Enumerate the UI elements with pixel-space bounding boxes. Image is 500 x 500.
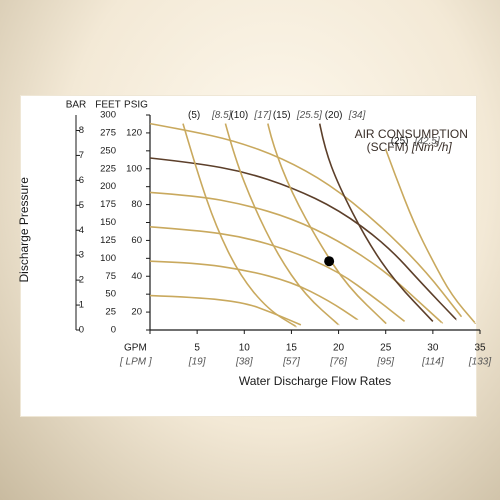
svg-text:40: 40 [131, 271, 142, 282]
svg-text:100: 100 [126, 163, 142, 174]
air-curve-label-nm: [17] [253, 110, 271, 121]
svg-text:[114]: [114] [421, 357, 444, 368]
pressure-curve-20 [150, 296, 301, 325]
air-curve-label-scfm: (25) [391, 136, 409, 147]
svg-text:125: 125 [100, 235, 116, 246]
air-curve-(10) [225, 124, 338, 325]
pressure-curve-60 [150, 227, 405, 322]
operating-point-marker [324, 256, 334, 266]
x-header-gpm: GPM [124, 343, 147, 354]
svg-text:[95]: [95] [376, 357, 394, 368]
air-curve-label-scfm: (10) [230, 110, 248, 121]
svg-text:50: 50 [105, 289, 116, 300]
svg-text:35: 35 [474, 343, 486, 354]
svg-text:150: 150 [100, 217, 116, 228]
svg-text:175: 175 [100, 199, 116, 210]
y-header-feet: FEET [95, 100, 121, 111]
svg-text:250: 250 [100, 145, 116, 156]
svg-text:300: 300 [100, 110, 116, 121]
pressure-curve-40 [150, 261, 357, 319]
svg-text:25: 25 [380, 343, 392, 354]
y-header-psig: PSIG [124, 100, 148, 111]
chart-svg: 0 25 20 50 75 40 100 125 60 150 175 80 200 225 100 250 2… [0, 0, 500, 500]
air-curve-(5) [183, 124, 296, 327]
svg-text:200: 200 [100, 181, 116, 192]
air-curve-label-nm: [34] [348, 110, 366, 121]
y-axis-title: Discharge Pressure [17, 177, 31, 283]
svg-text:0: 0 [111, 325, 116, 336]
page-background: 0 25 20 50 75 40 100 125 60 150 175 80 200 225 100 250 2… [0, 0, 500, 500]
svg-text:[57]: [57] [282, 357, 300, 368]
svg-text:[19]: [19] [188, 357, 206, 368]
air-curve-(25) [386, 149, 476, 323]
x-axis-title: Water Discharge Flow Rates [239, 374, 391, 388]
svg-text:10: 10 [239, 343, 251, 354]
svg-text:[76]: [76] [329, 357, 347, 368]
svg-text:75: 75 [105, 271, 116, 282]
svg-text:20: 20 [131, 307, 142, 318]
y-header-bar: BAR [66, 100, 87, 111]
air-curve-label-nm: [8.5] [211, 110, 232, 121]
svg-text:120: 120 [126, 127, 142, 138]
svg-text:20: 20 [333, 343, 345, 354]
air-curve-label-scfm: (5) [188, 110, 200, 121]
svg-text:15: 15 [286, 343, 298, 354]
svg-text:225: 225 [100, 163, 116, 174]
svg-text:275: 275 [100, 127, 116, 138]
svg-text:5: 5 [194, 343, 200, 354]
svg-text:100: 100 [100, 253, 116, 264]
svg-text:30: 30 [427, 343, 439, 354]
svg-text:25: 25 [105, 307, 116, 318]
air-curve-label-nm: [42.5] [414, 136, 440, 147]
svg-text:60: 60 [131, 235, 142, 246]
svg-text:[133]: [133] [468, 357, 491, 368]
svg-text:80: 80 [131, 199, 142, 210]
x-header-lpm: [ LPM ] [119, 357, 152, 368]
air-curve-label-nm: [25.5] [296, 110, 322, 121]
air-curve-label-scfm: (20) [325, 110, 343, 121]
pressure-curve-100 [150, 158, 456, 320]
svg-text:[38]: [38] [235, 357, 253, 368]
air-curve-label-scfm: (15) [273, 110, 291, 121]
